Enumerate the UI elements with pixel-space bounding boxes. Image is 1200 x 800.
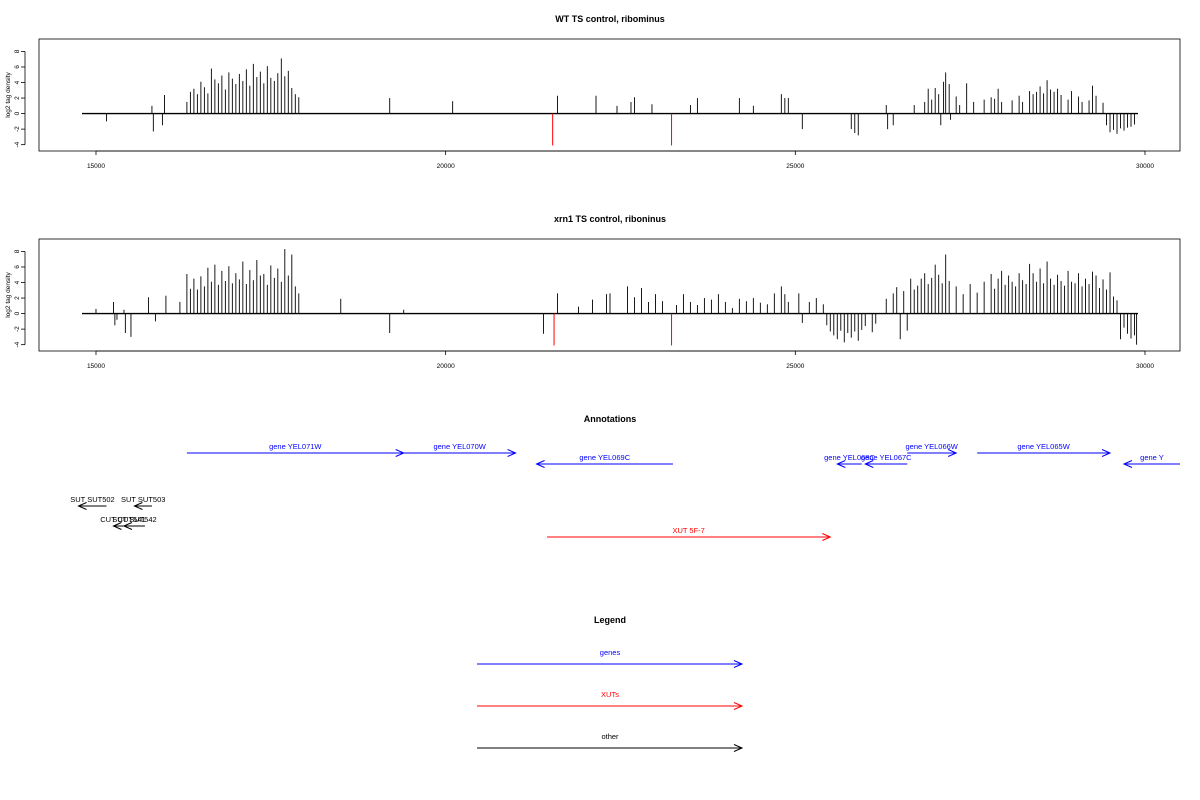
legend-items: genes XUTs other xyxy=(477,648,744,752)
y-tick-label: 0 xyxy=(14,311,21,315)
feature-label: gene YEL067C xyxy=(861,453,912,462)
legend-label: other xyxy=(601,732,619,741)
feature-label: gene YEL068C xyxy=(824,453,875,462)
feature-label: gene YEL069C xyxy=(579,453,630,462)
annotations-title: Annotations xyxy=(584,414,637,424)
feature-arrowhead xyxy=(122,522,133,530)
x-tick-label: 15000 xyxy=(87,363,105,370)
feature-label: SUT SUT503 xyxy=(121,495,165,504)
panel1-bars xyxy=(82,58,1138,146)
legend-panel: Legend genes XUTs other xyxy=(477,615,744,752)
y-tick-label: 6 xyxy=(14,65,21,69)
panel1-x-axis: 15000 20000 25000 30000 xyxy=(87,150,1154,170)
y-tick-label: -2 xyxy=(14,326,21,332)
x-tick-label: 25000 xyxy=(786,363,804,370)
x-tick-label: 15000 xyxy=(87,163,105,170)
y-tick-label: 0 xyxy=(14,111,21,115)
legend-title: Legend xyxy=(594,615,626,625)
feature-label: XUT 5F-7 xyxy=(672,526,704,535)
y-tick-label: 8 xyxy=(14,49,21,53)
panel2-bars xyxy=(82,249,1138,346)
y-tick-label: -4 xyxy=(14,341,21,347)
feature-label: SUT SUT502 xyxy=(70,495,114,504)
panel1-plot-frame xyxy=(38,38,1181,152)
legend-arrowhead xyxy=(733,744,744,752)
panel2-ylabel: log2 tag density xyxy=(5,271,12,317)
feature-arrowhead xyxy=(864,460,874,468)
legend-label: XUTs xyxy=(601,690,619,699)
feature-arrowhead xyxy=(507,449,517,457)
x-tick-label: 20000 xyxy=(437,363,455,370)
legend-arrowhead xyxy=(733,660,744,668)
panel2-y-axis: -4 -2 0 2 4 6 8 xyxy=(14,249,26,348)
panel1-ylabel: log2 tag density xyxy=(5,71,12,117)
annotation-features: gene YEL071W gene YEL070W gene YEL069C gene… xyxy=(70,442,1180,541)
feature-arrowhead xyxy=(947,449,958,457)
panel1-y-axis: -4 -2 0 2 4 6 8 xyxy=(14,49,26,148)
panel1-title: WT TS control, ribominus xyxy=(555,14,665,24)
y-tick-label: 8 xyxy=(14,249,21,253)
feature-label: gene YEL071W xyxy=(269,442,322,451)
y-tick-label: -4 xyxy=(14,141,21,147)
y-tick-label: 6 xyxy=(14,265,21,269)
feature-arrowhead xyxy=(112,522,122,530)
y-tick-label: -2 xyxy=(14,126,21,132)
feature-arrowhead xyxy=(1101,449,1112,457)
x-tick-label: 20000 xyxy=(437,163,455,170)
feature-arrowhead xyxy=(395,449,405,457)
x-tick-label: 30000 xyxy=(1136,163,1154,170)
y-tick-label: 2 xyxy=(14,96,21,100)
x-tick-label: 25000 xyxy=(786,163,804,170)
legend-label: genes xyxy=(600,648,621,657)
feature-arrowhead xyxy=(1122,460,1133,468)
x-tick-label: 30000 xyxy=(1136,363,1154,370)
feature-label: gene YEL065W xyxy=(1017,442,1070,451)
feature-arrowhead xyxy=(836,460,846,468)
feature-label: gene YEL070W xyxy=(433,442,486,451)
feature-label: gene Y xyxy=(1140,453,1164,462)
y-tick-label: 4 xyxy=(14,80,21,84)
feature-arrowhead xyxy=(822,533,832,541)
legend-arrowhead xyxy=(733,702,744,710)
panel2-title: xrn1 TS control, riboninus xyxy=(554,214,666,224)
feature-arrowhead xyxy=(535,460,545,468)
y-tick-label: 4 xyxy=(14,280,21,284)
feature-label: SUT SUT542 xyxy=(112,515,156,524)
y-tick-label: 2 xyxy=(14,296,21,300)
feature-label: gene YEL066W xyxy=(905,442,958,451)
wt-tag-density-panel: WT TS control, ribominus log2 tag densit… xyxy=(5,14,1181,170)
feature-label: CUT CUT541 xyxy=(100,515,145,524)
panel2-x-axis: 15000 20000 25000 30000 xyxy=(87,350,1154,370)
feature-arrowhead xyxy=(133,502,143,510)
xrn1-tag-density-panel: xrn1 TS control, riboninus log2 tag dens… xyxy=(5,214,1181,370)
annotations-panel: Annotations gene YEL071W gene YEL070Wgene… xyxy=(70,414,1180,541)
feature-arrowhead xyxy=(77,502,87,510)
